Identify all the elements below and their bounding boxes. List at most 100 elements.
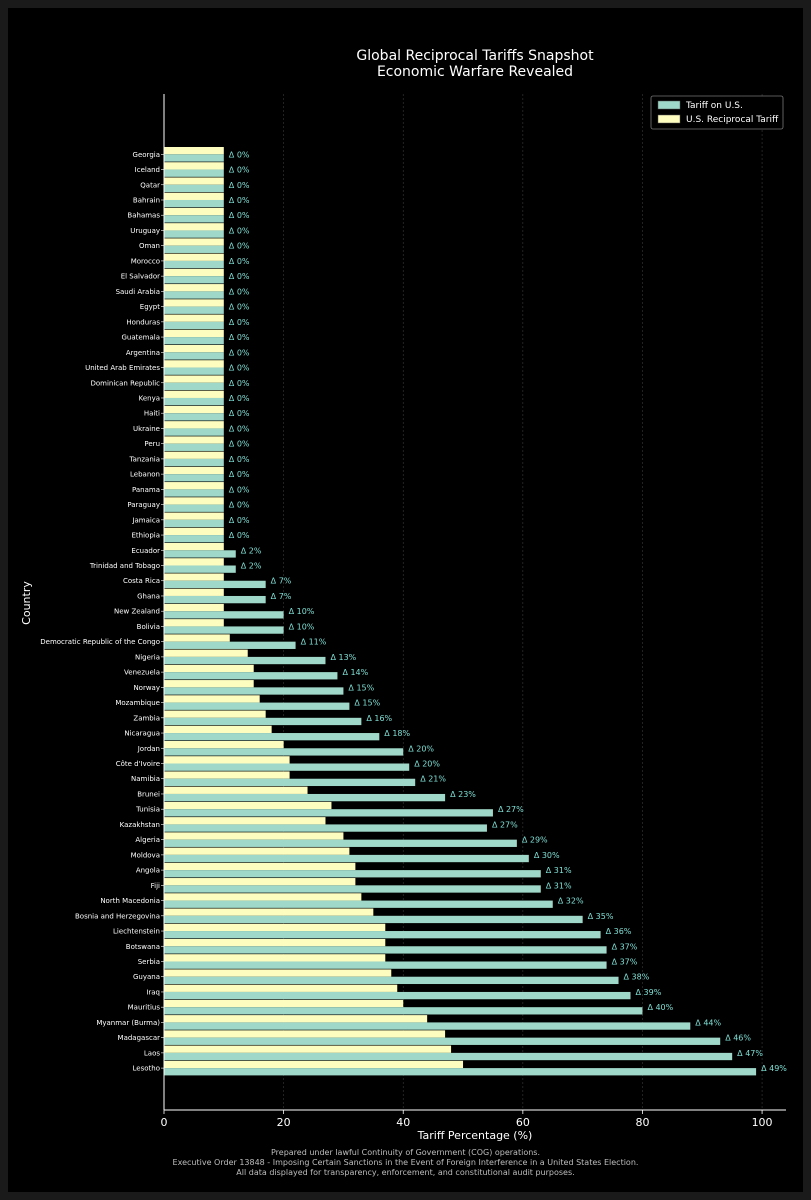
bar-tariff-on-us-lesotho [164,1068,757,1076]
bar-tariff-on-us-kenya [164,397,224,406]
bar-tariff-on-us-lebanon [164,474,224,482]
footer-line-3: All data displayed for transparency, enf… [236,1168,575,1177]
category-label-moldova: Moldova [131,851,160,859]
category-label-namibia: Namibia [131,775,160,783]
delta-label-tunisia: Δ 27% [498,805,524,814]
bar-us-reciprocal-algeria [164,832,344,840]
category-label-guyana: Guyana [133,973,160,981]
delta-label-north-macedonia: Δ 32% [558,897,584,906]
legend-box [650,95,784,130]
category-label-mauritius: Mauritius [128,1004,161,1012]
bar-us-reciprocal-kazakhstan [164,817,326,825]
bar-us-reciprocal-tanzania [164,451,224,459]
legend-label-us-reciprocal: U.S. Reciprocal Tariff [686,115,779,125]
delta-label-peru: Δ 0% [229,440,250,449]
delta-label-kenya: Δ 0% [229,394,250,403]
category-label-lesotho: Lesotho [133,1065,160,1073]
bar-us-reciprocal-ecuador [164,542,224,551]
bar-us-reciprocal-costa-rica [164,573,224,581]
category-label-bahrain: Bahrain [133,196,160,204]
bar-tariff-on-us-bosnia-and-herzegovina [164,915,583,924]
bar-us-reciprocal-liechtenstein [164,923,386,932]
delta-label-nicaragua: Δ 18% [384,729,410,738]
bar-tariff-on-us-georgia [164,154,224,162]
bar-us-reciprocal-mozambique [164,695,260,703]
bar-tariff-on-us-paraguay [164,504,224,512]
bar-tariff-on-us-c-te-d-ivoire [164,763,410,771]
bar-tariff-on-us-ethiopia [164,535,224,543]
delta-label-algeria: Δ 29% [522,836,548,845]
category-label-uruguay: Uruguay [130,227,160,235]
bar-tariff-on-us-fiji [164,885,541,893]
delta-label-liechtenstein: Δ 36% [606,927,632,936]
bar-tariff-on-us-brunei [164,793,446,802]
bar-us-reciprocal-venezuela [164,664,254,673]
bar-tariff-on-us-madagascar [164,1037,721,1045]
bar-tariff-on-us-laos [164,1052,733,1061]
bar-tariff-on-us-nigeria [164,656,326,665]
x-tick-label: 0 [161,1116,168,1129]
delta-label-bahamas: Δ 0% [229,211,250,220]
bar-us-reciprocal-bosnia-and-herzegovina [164,908,374,916]
delta-label-ecuador: Δ 2% [241,546,262,555]
category-label-lebanon: Lebanon [130,471,160,479]
delta-label-brunei: Δ 23% [450,790,476,799]
category-label-norway: Norway [133,684,160,692]
delta-label-bahrain: Δ 0% [229,196,250,205]
delta-label-saudi-arabia: Δ 0% [229,287,250,296]
bar-us-reciprocal-morocco [164,253,224,261]
delta-label-el-salvador: Δ 0% [229,272,250,281]
bar-tariff-on-us-jamaica [164,519,224,528]
category-label-paraguay: Paraguay [127,501,160,509]
bar-us-reciprocal-egypt [164,299,224,307]
bar-us-reciprocal-myanmar-burma [164,1015,428,1023]
footer-line-2: Executive Order 13848 - Imposing Certain… [172,1158,639,1167]
category-label-myanmar-burma: Myanmar (Burma) [96,1019,160,1027]
delta-label-tanzania: Δ 0% [229,455,250,464]
bar-us-reciprocal-honduras [164,314,224,322]
delta-label-fiji: Δ 31% [546,881,572,890]
bar-tariff-on-us-serbia [164,961,607,969]
bar-tariff-on-us-oman [164,245,224,253]
bar-us-reciprocal-nigeria [164,649,248,657]
bar-tariff-on-us-moldova [164,854,529,863]
bar-us-reciprocal-ukraine [164,421,224,429]
bar-tariff-on-us-saudi-arabia [164,291,224,299]
bar-tariff-on-us-qatar [164,184,224,193]
delta-label-madagascar: Δ 46% [725,1034,751,1043]
bar-tariff-on-us-jordan [164,748,404,756]
bar-us-reciprocal-nicaragua [164,725,272,734]
bar-tariff-on-us-democratic-republic-of-the-congo [164,641,296,649]
bar-us-reciprocal-haiti [164,405,224,414]
bar-us-reciprocal-iraq [164,984,398,992]
bar-tariff-on-us-egypt [164,306,224,314]
bar-us-reciprocal-bolivia [164,619,224,627]
category-label-venezuela: Venezuela [124,669,160,677]
bar-tariff-on-us-myanmar-burma [164,1022,691,1030]
bar-us-reciprocal-laos [164,1045,452,1053]
category-label-madagascar: Madagascar [118,1034,161,1042]
delta-label-argentina: Δ 0% [229,348,250,357]
bar-us-reciprocal-c-te-d-ivoire [164,756,290,764]
delta-label-uruguay: Δ 0% [229,226,250,235]
delta-label-democratic-republic-of-the-congo: Δ 11% [301,638,327,647]
category-label-qatar: Qatar [140,181,160,189]
bar-tariff-on-us-algeria [164,839,517,847]
bar-us-reciprocal-lebanon [164,466,224,475]
chart-title: Global Reciprocal Tariffs Snapshot [356,48,594,64]
delta-label-ethiopia: Δ 0% [229,531,250,540]
category-label-costa-rica: Costa Rica [123,577,160,585]
category-label-ethiopia: Ethiopia [131,532,160,540]
category-label-angola: Angola [136,867,160,875]
category-label-algeria: Algeria [135,836,160,844]
bar-tariff-on-us-mauritius [164,1007,643,1015]
bar-us-reciprocal-jamaica [164,512,224,520]
bar-us-reciprocal-madagascar [164,1030,446,1038]
x-tick-label: 100 [752,1116,773,1129]
bar-us-reciprocal-ghana [164,588,224,596]
category-label-ukraine: Ukraine [133,425,160,433]
delta-label-mauritius: Δ 40% [647,1003,673,1012]
category-label-iceland: Iceland [135,166,160,174]
x-tick-label: 40 [396,1116,410,1129]
